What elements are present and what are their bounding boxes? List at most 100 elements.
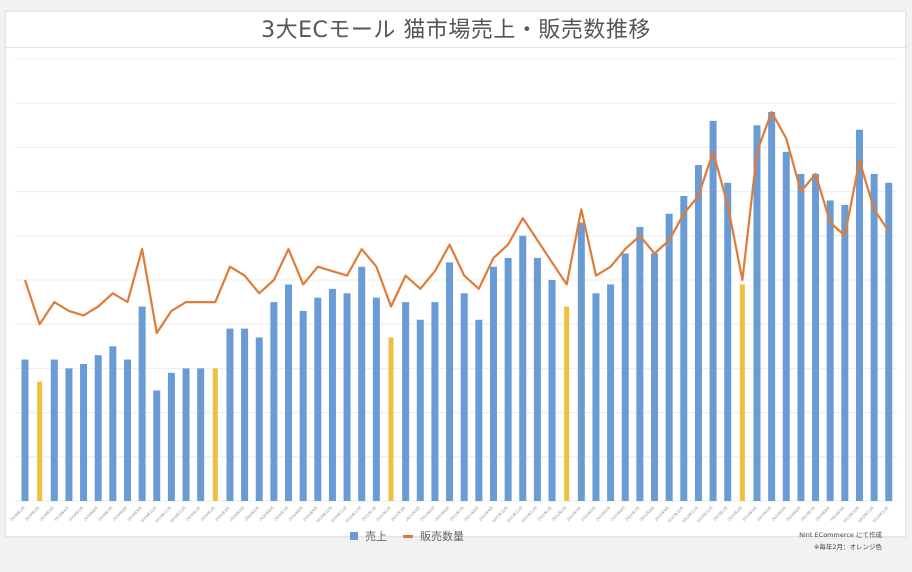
sales-bar xyxy=(314,297,322,501)
sales-bar xyxy=(65,368,73,501)
sales-bar xyxy=(94,355,102,501)
x-axis-label: 2020年7月 xyxy=(273,505,290,522)
x-axis-label: 2019年6月 xyxy=(82,505,99,522)
sales-bar xyxy=(285,284,293,501)
x-axis-label: 2019年2月 xyxy=(24,505,41,522)
sales-bar xyxy=(358,266,366,501)
sales-bar xyxy=(270,302,278,501)
gridlines xyxy=(15,58,897,502)
x-axis-label: 2021年5月 xyxy=(419,505,436,522)
legend-bar-label: 売上 xyxy=(365,530,387,543)
sales-bar xyxy=(724,182,732,501)
sales-bar xyxy=(694,165,702,501)
sales-bar xyxy=(812,173,820,502)
x-axis-label: 2022年2月 xyxy=(551,505,568,522)
x-axis-label: 2020年2月 xyxy=(199,505,216,522)
sales-bar xyxy=(80,363,88,501)
x-axis-label: 2022年6月 xyxy=(609,505,626,522)
sales-bar xyxy=(782,151,790,501)
x-axis-label: 2020年1月 xyxy=(185,505,202,522)
x-axis-label: 2019年8月 xyxy=(111,505,128,522)
highlight-note: ※毎年2月：オレンジ色 xyxy=(813,543,882,551)
sales-bar xyxy=(372,297,380,501)
x-axis-label: 2022年4月 xyxy=(580,505,597,522)
x-axis-label: 2020年5月 xyxy=(243,505,260,522)
x-axis-label: 2019年5月 xyxy=(68,505,85,522)
sales-bar xyxy=(753,125,761,502)
x-axis-label: 2021年2月 xyxy=(375,505,392,522)
sales-bar xyxy=(255,337,263,501)
sales-bar xyxy=(855,129,863,501)
x-axis-label: 2020年8月 xyxy=(287,505,304,522)
sales-bar xyxy=(138,306,146,501)
sales-bar xyxy=(475,319,483,501)
x-axis-label: 2020年4月 xyxy=(229,505,246,522)
sales-bar xyxy=(519,235,527,502)
x-axis-label: 2022年8月 xyxy=(639,505,656,522)
sales-bar xyxy=(636,226,644,501)
sales-bar xyxy=(841,204,849,502)
title-divider xyxy=(5,47,907,48)
sales-bar xyxy=(299,310,307,501)
sales-bar xyxy=(665,213,673,501)
sales-bar xyxy=(680,196,688,501)
x-axis-label: 2023年8月 xyxy=(814,505,831,522)
x-axis-label: 2023年1月 xyxy=(712,505,729,522)
sales-bar xyxy=(607,284,615,501)
sales-bar xyxy=(577,222,585,502)
x-axis-labels: 2019年1月2019年2月2019年3月2019年4月2019年5月2019年… xyxy=(9,505,889,523)
x-axis-label: 2022年7月 xyxy=(624,505,641,522)
sales-bar xyxy=(431,302,439,501)
x-axis-label: 2019年7月 xyxy=(97,505,114,522)
legend: 売上 販売数量 xyxy=(350,528,464,544)
x-axis-label: 2023年7月 xyxy=(800,505,817,522)
x-axis-label: 2021年7月 xyxy=(448,505,465,522)
sales-bar xyxy=(182,368,190,501)
x-axis-label: 2021年6月 xyxy=(434,505,451,522)
x-axis-label: 2022年3月 xyxy=(565,505,582,522)
x-axis-label: 2023年2月 xyxy=(726,505,743,522)
legend-bar-swatch xyxy=(350,532,358,540)
sales-bar xyxy=(797,173,805,502)
sales-bar xyxy=(241,328,249,501)
bar-series-sales xyxy=(21,112,893,502)
sales-bar xyxy=(109,346,117,501)
sales-bar xyxy=(870,173,878,502)
sales-bar xyxy=(826,200,834,501)
sales-bar xyxy=(592,293,600,501)
x-axis-label: 2021年1月 xyxy=(360,505,377,522)
x-axis-label: 2020年3月 xyxy=(214,505,231,522)
sales-bar xyxy=(621,253,629,501)
sales-bar xyxy=(21,359,29,501)
sales-bar xyxy=(153,390,161,501)
sales-bar xyxy=(548,280,556,501)
legend-line-swatch xyxy=(403,534,413,538)
x-axis-label: 2023年5月 xyxy=(770,505,787,522)
x-axis-label: 2020年6月 xyxy=(258,505,275,522)
x-axis-label: 2019年3月 xyxy=(38,505,55,522)
sales-bar xyxy=(197,368,205,501)
sales-bar xyxy=(446,262,454,501)
sales-bar xyxy=(709,120,717,501)
sales-bar xyxy=(343,293,351,501)
sales-bar xyxy=(564,306,570,501)
sales-bar xyxy=(402,302,410,501)
x-axis-label: 2019年4月 xyxy=(53,505,70,522)
sales-bar xyxy=(504,257,512,501)
line-series-quantity xyxy=(23,110,890,335)
sales-bar xyxy=(37,381,43,501)
sales-bar xyxy=(651,253,659,501)
sales-bar xyxy=(416,319,424,501)
sales-bar xyxy=(167,372,175,501)
sales-bar xyxy=(489,266,497,501)
x-axis-label: 2023年3月 xyxy=(741,505,758,522)
sales-bar xyxy=(768,112,776,501)
x-axis-label: 2021年4月 xyxy=(404,505,421,522)
sales-bar xyxy=(460,293,468,501)
x-axis-label: 2021年3月 xyxy=(390,505,407,522)
x-axis-label: 2022年5月 xyxy=(595,505,612,522)
sales-bar xyxy=(50,359,58,501)
sales-bar xyxy=(739,284,745,501)
sales-bar xyxy=(328,288,336,501)
